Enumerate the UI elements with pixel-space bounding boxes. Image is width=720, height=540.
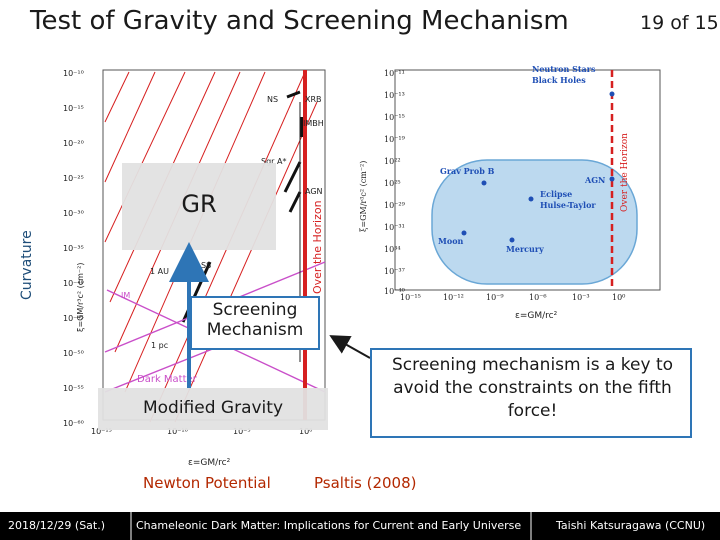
right-y-tick: 10²⁵ — [384, 179, 401, 188]
left-x-axis-label: ε=GM/rc² — [188, 458, 231, 468]
label-neutron-stars: Neutron Stars — [532, 64, 596, 74]
footer-talk-title: Chameleonic Dark Matter: Implications fo… — [136, 519, 522, 532]
left-y-tick: 10⁻⁵⁵ — [63, 384, 84, 393]
point-moon — [461, 230, 467, 236]
left-x-tick: 10⁻¹⁵ — [91, 427, 112, 436]
label-sgr: Sgr A* — [261, 157, 286, 166]
modified-gravity-label: Modified Gravity — [142, 398, 284, 418]
right-horizon-label: Over the Horizon — [620, 133, 630, 212]
left-y-tick: 10⁻³⁰ — [63, 209, 84, 218]
note-text: Screening mechanism is a key to avoid th… — [391, 355, 674, 421]
right-y-tick: 10⁻³⁷ — [384, 267, 405, 276]
screening-box — [190, 296, 320, 350]
right-y-tick: 10⁻²⁹ — [384, 201, 406, 210]
left-x-tick: 10⁻⁵ — [233, 427, 251, 436]
screening-line-1: Screening — [212, 300, 298, 320]
label-moon: Moon — [438, 236, 464, 246]
point-agn — [609, 176, 615, 182]
right-x-tick: 10⁻¹² — [443, 293, 464, 302]
pointer-arrow — [329, 335, 371, 359]
right-x-tick: 10⁻⁶ — [529, 293, 547, 302]
right-y-tick: 10⁻¹¹ — [384, 69, 405, 78]
left-y-axis-label: ξ=GM/r³c² (cm⁻²) — [76, 263, 85, 332]
label-au: 1 AU — [150, 267, 169, 276]
page-number: 19 of 15 — [640, 12, 719, 34]
tested-region — [431, 159, 638, 285]
label-ns: NS — [267, 95, 278, 104]
label-imbh: IMBH — [303, 119, 324, 128]
right-plot-points — [461, 91, 615, 243]
right-y-tick: 10⁻¹⁹ — [384, 135, 406, 144]
label-mercury: Mercury — [506, 244, 544, 254]
right-y-tick: 10³⁴ — [384, 245, 401, 254]
right-plot-frame — [394, 69, 661, 291]
footer-bar — [0, 512, 720, 540]
right-x-tick: 10⁰ — [612, 293, 625, 302]
citation: Psaltis (2008) — [314, 474, 417, 492]
label-black-holes: Black Holes — [532, 75, 586, 85]
title-bar — [0, 0, 720, 48]
modified-gravity-box — [98, 388, 328, 430]
left-horizon-label: Over the Horizon — [311, 200, 324, 294]
footer-divider — [530, 512, 532, 540]
label-agn: AGN — [305, 187, 323, 196]
note-box — [370, 348, 692, 438]
left-y-tick: 10⁻¹⁰ — [63, 69, 84, 78]
label-hulse-taylor: Hulse-Taylor — [540, 200, 596, 210]
left-y-tick: 10⁻²⁵ — [63, 174, 84, 183]
point-eclipse — [528, 196, 534, 202]
label-eclipse: Eclipse — [540, 189, 572, 199]
left-y-tick: 10⁻⁵⁰ — [63, 349, 84, 358]
left-x-ticks: 10⁻¹⁵ 10⁻¹⁰ 10⁻⁵ 10⁰ — [91, 427, 312, 436]
point-mercury — [509, 237, 515, 243]
right-x-axis-label: ε=GM/rc² — [515, 311, 558, 321]
label-agn-right: AGN — [584, 175, 605, 185]
screening-label: Screening Mechanism — [190, 300, 320, 340]
footer-author: Taishi Katsuragawa (CCNU) — [556, 519, 706, 532]
right-x-tick: 10⁻³ — [572, 293, 590, 302]
right-y-tick: 10⁻³¹ — [384, 223, 405, 232]
left-x-tick: 10⁻¹⁰ — [167, 427, 188, 436]
gr-box — [122, 163, 276, 250]
newton-potential-caption: Newton Potential — [143, 474, 271, 492]
point-grav-prob-b — [481, 180, 487, 186]
left-y-ticks: 10⁻¹⁰ 10⁻¹⁵ 10⁻²⁰ 10⁻²⁵ 10⁻³⁰ 10⁻³⁵ 10⁻⁴… — [63, 69, 84, 428]
label-im: IM — [121, 291, 130, 300]
right-y-ticks: 10⁻¹¹ 10⁻¹³ 10⁻¹⁵ 10⁻¹⁹ 10²² 10²⁵ 10⁻²⁹ … — [384, 69, 406, 296]
right-x-tick: 10⁻⁹ — [486, 293, 504, 302]
label-xrb: XRB — [305, 95, 322, 104]
right-y-axis-label: ξ=GM/r³c² (cm⁻²) — [359, 161, 368, 232]
gr-label: GR — [181, 190, 217, 218]
point-neutron-stars — [609, 91, 615, 97]
label-dark-matter: Dark Matter — [137, 374, 198, 385]
left-x-tick: 10⁰ — [299, 427, 312, 436]
left-y-tick: 10⁻²⁰ — [63, 139, 84, 148]
right-y-tick: 10⁻¹⁵ — [384, 113, 405, 122]
left-y-tick: 10⁻⁴⁰ — [63, 279, 84, 288]
slide-title: Test of Gravity and Screening Mechanism — [30, 6, 569, 36]
left-y-tick: 10⁻⁴⁵ — [63, 314, 84, 323]
left-y-tick: 10⁻¹⁵ — [63, 104, 84, 113]
screening-line-2: Mechanism — [206, 320, 304, 340]
footer-divider — [130, 512, 132, 540]
label-pc: 1 pc — [151, 341, 168, 350]
right-x-tick: 10⁻¹⁵ — [400, 293, 421, 302]
left-y-tick: 10⁻⁶⁰ — [63, 419, 84, 428]
right-y-tick: 10⁻⁴⁰ — [384, 287, 405, 296]
label-grav-prob-b: Grav Prob B — [440, 166, 495, 176]
footer-date: 2018/12/29 (Sat.) — [8, 519, 106, 532]
right-plot: Neutron Stars Black Holes Grav Prob B AG… — [340, 62, 670, 302]
left-y-tick: 10⁻³⁵ — [63, 244, 84, 253]
right-y-tick: 10²² — [384, 157, 401, 166]
right-y-tick: 10⁻¹³ — [384, 91, 405, 100]
right-x-ticks: 10⁻¹⁵ 10⁻¹² 10⁻⁹ 10⁻⁶ 10⁻³ 10⁰ — [400, 293, 625, 302]
